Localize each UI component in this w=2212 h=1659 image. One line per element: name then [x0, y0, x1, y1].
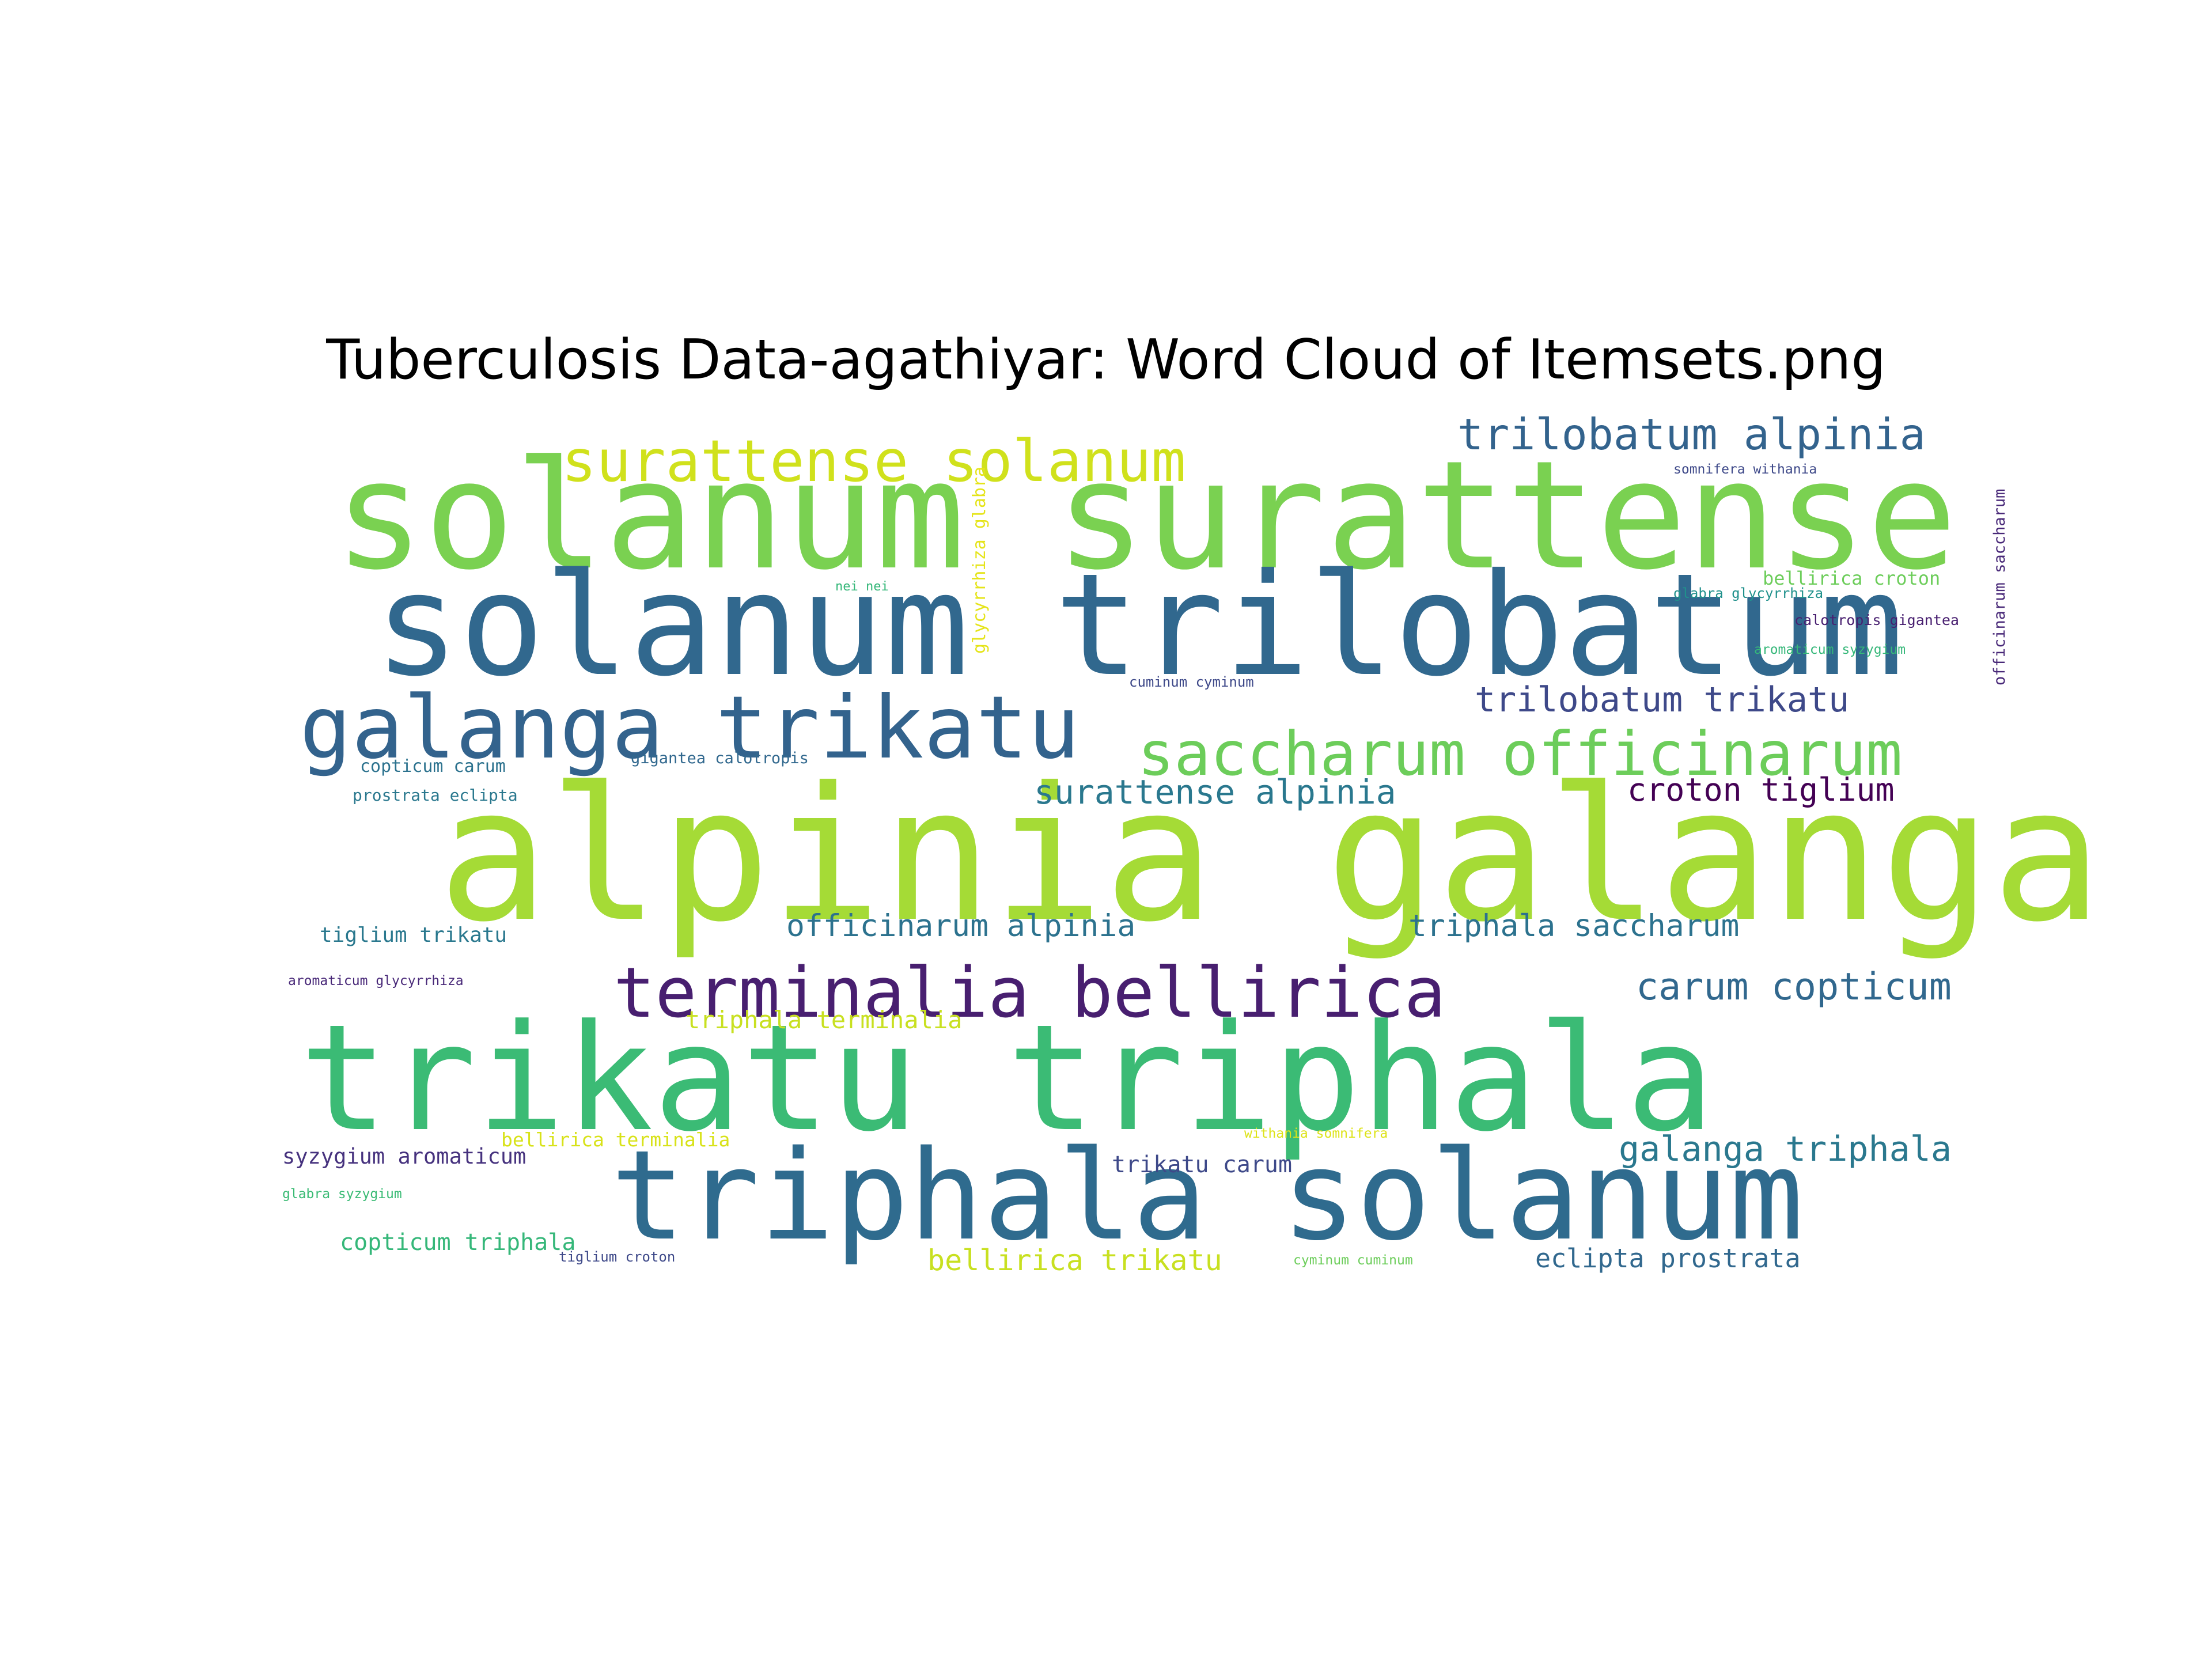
word: galanga trikatu [300, 678, 1080, 778]
word: solanum surattense [334, 429, 1957, 603]
word: terminalia bellirica [613, 953, 1446, 1033]
word: triphala solanum [611, 1123, 1804, 1268]
word: withania somnifera [1244, 1126, 1388, 1141]
word: solanum trilobatum [374, 543, 1904, 707]
word: gigantea calotropis [631, 749, 809, 767]
word: tiglium trikatu [320, 923, 507, 947]
word: triphala saccharum [1408, 908, 1739, 944]
word: copticum carum [360, 756, 506, 777]
word: syzygium aromaticum [282, 1144, 526, 1169]
word: prostrata eclipta [353, 786, 518, 805]
word: glycyrrhiza glabra [969, 467, 990, 654]
word: nei nei [835, 579, 889, 594]
word: trikatu triphala [300, 993, 1714, 1164]
word: tiglium croton [559, 1249, 675, 1265]
word: aromaticum glycyrrhiza [288, 974, 464, 988]
word: calotropis gigantea [1794, 612, 1959, 628]
word: cuminum cyminum [1129, 674, 1254, 690]
word: somnifera withania [1673, 462, 1817, 477]
word: saccharum officinarum [1138, 719, 1903, 789]
word: aromaticum syzygium [1754, 642, 1906, 657]
word: officinarum alpinia [786, 908, 1135, 944]
page-title: Tuberculosis Data-agathiyar: Word Cloud … [326, 328, 1886, 392]
word: bellirica trikatu [927, 1244, 1222, 1277]
word: eclipta prostrata [1535, 1243, 1801, 1274]
word: trikatu carum [1112, 1152, 1292, 1178]
word: surattense alpinia [1034, 772, 1396, 812]
word: alpinia galanga [438, 748, 2103, 963]
word: croton tiglium [1627, 771, 1895, 808]
word: galanga triphala [1619, 1129, 1952, 1169]
word: bellirica croton [1763, 567, 1940, 589]
word: surattense solanum [562, 427, 1186, 495]
word: bellirica terminalia [501, 1128, 730, 1151]
word: trilobatum trikatu [1475, 680, 1849, 720]
word: officinarum saccharum [1991, 489, 2009, 685]
word: glabra glycyrrhiza [1673, 585, 1823, 601]
word: copticum triphala [340, 1229, 575, 1256]
word: triphala terminalia [685, 1006, 962, 1034]
word: trilobatum alpinia [1457, 409, 1926, 460]
word: cyminum cuminum [1293, 1253, 1413, 1268]
word: carum copticum [1636, 965, 1952, 1009]
word: glabra syzygium [282, 1187, 402, 1202]
